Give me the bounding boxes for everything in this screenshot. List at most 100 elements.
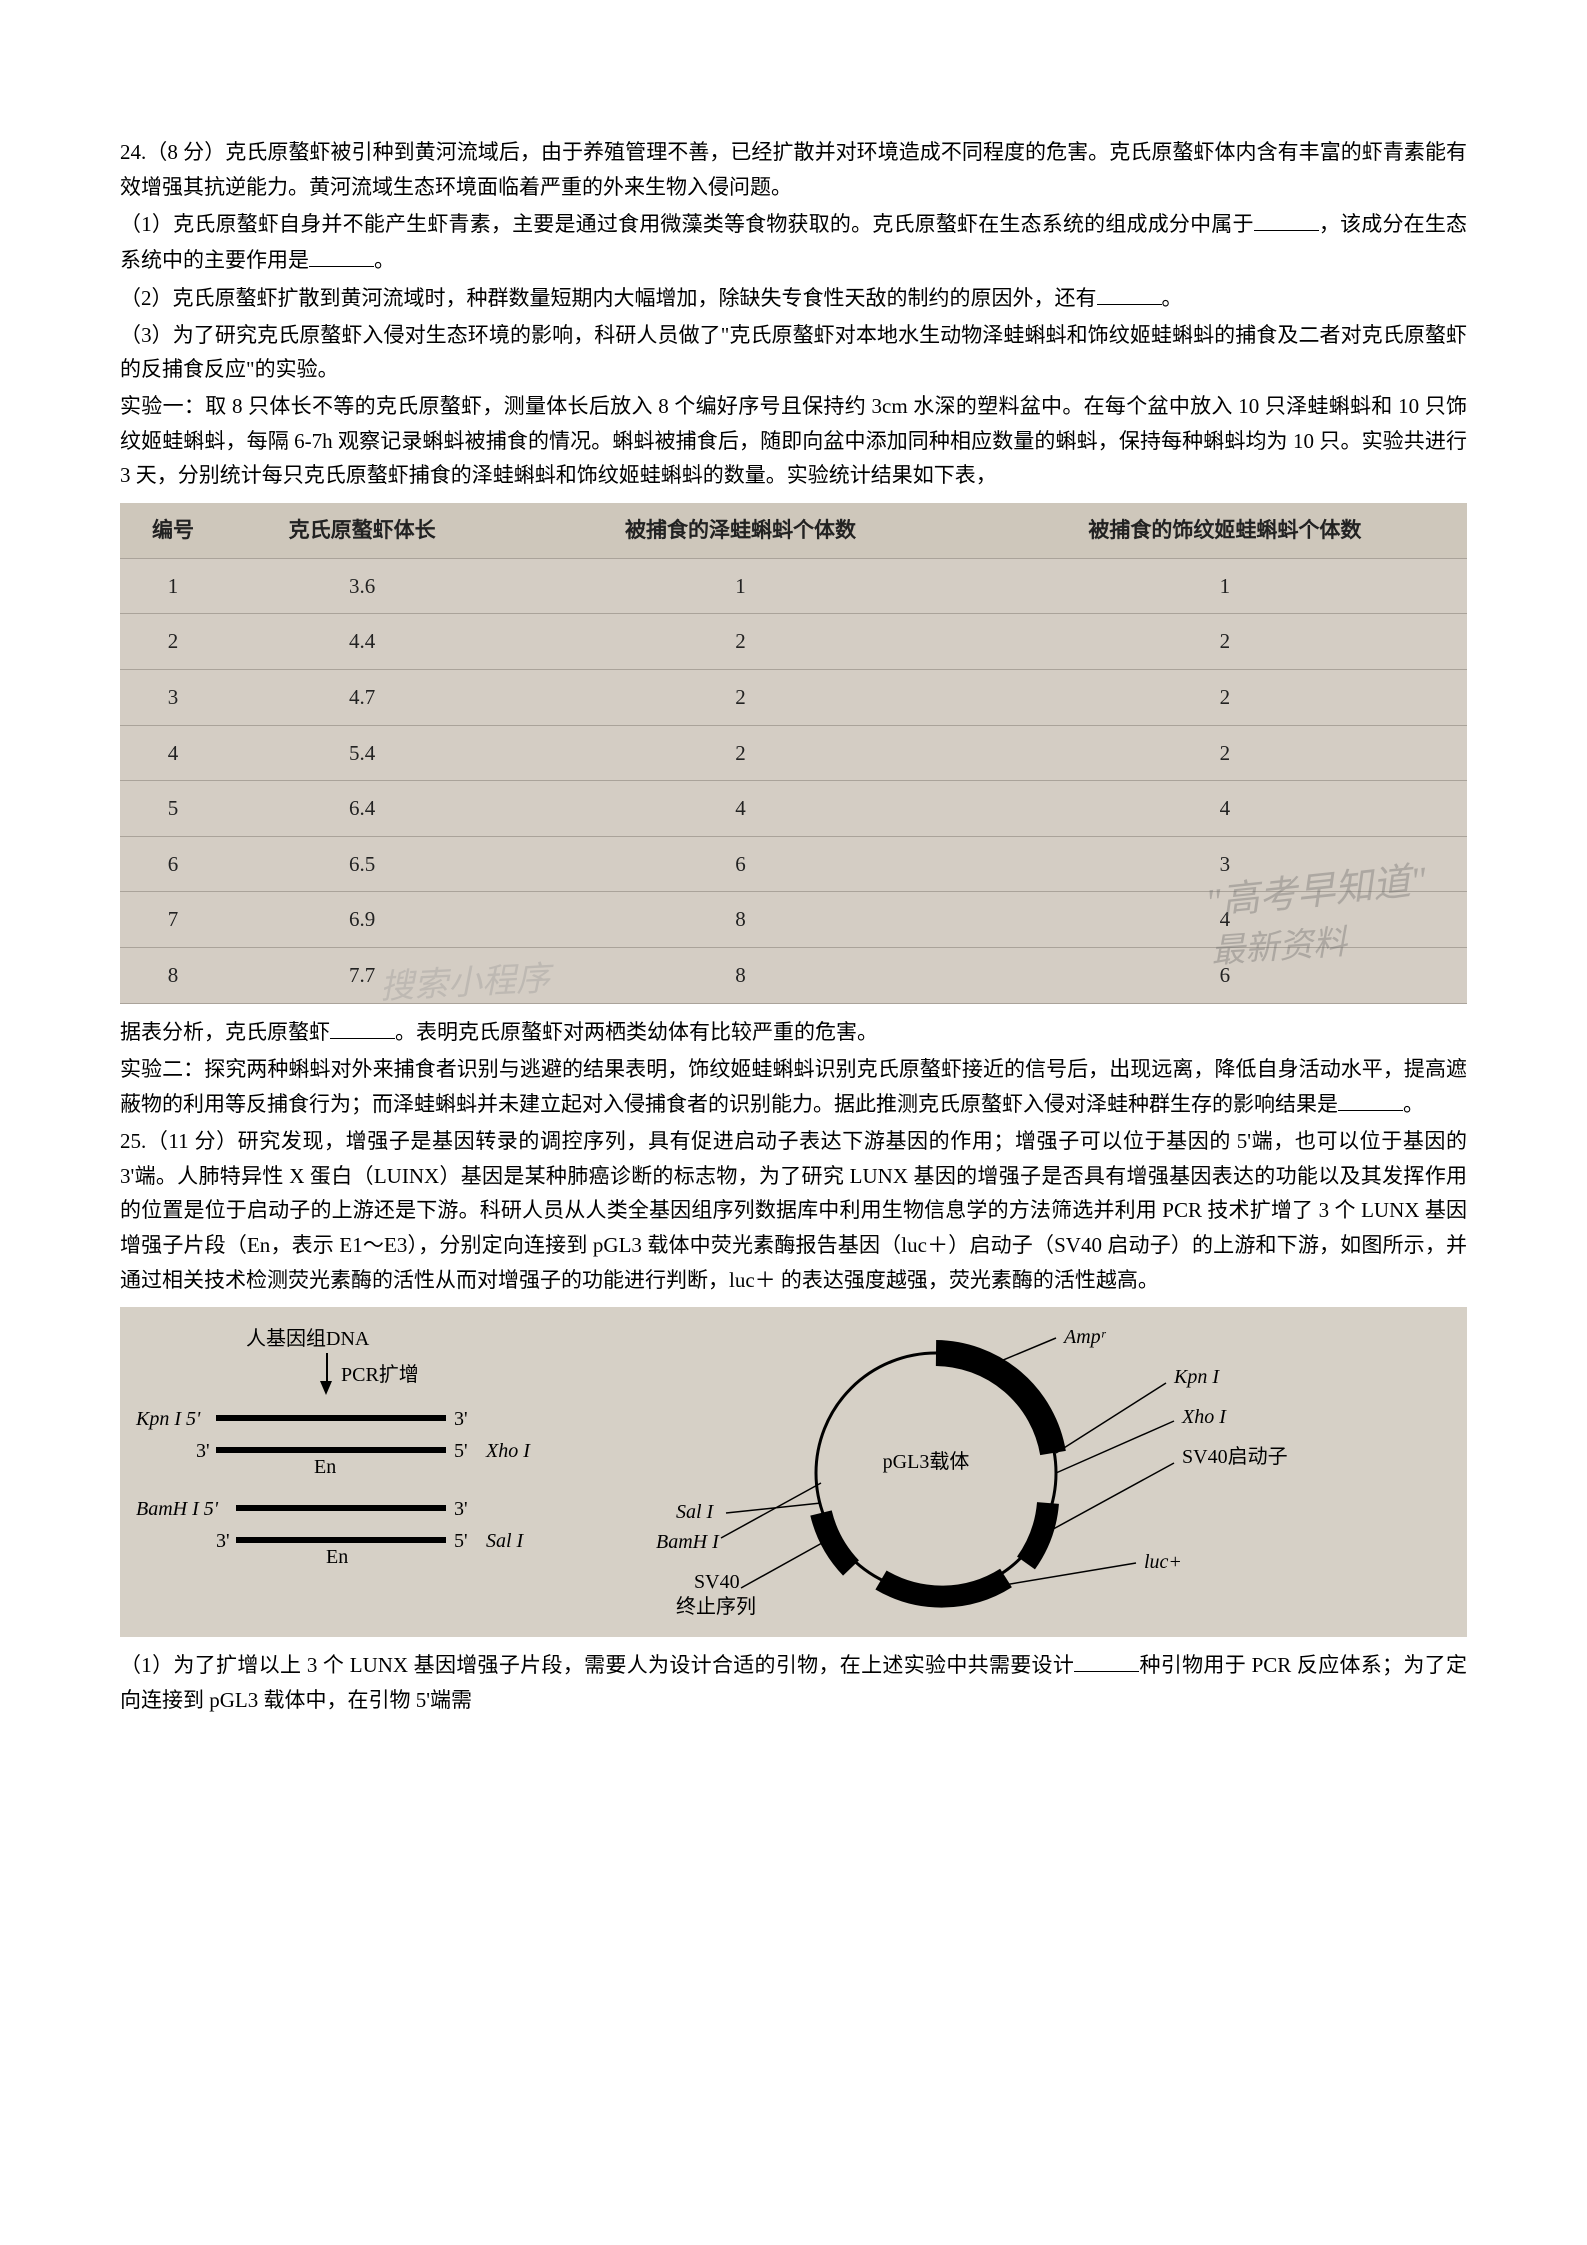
table-header-row: 编号 克氏原螯虾体长 被捕食的泽蛙蝌蚪个体数 被捕食的饰纹姬蛙蝌蚪个体数 (120, 503, 1467, 558)
q24-p2a: （2）克氏原螯虾扩散到黄河流域时，种群数量短期内大幅增加，除缺失专食性天敌的制约… (120, 286, 1097, 310)
data-table-wrapper: 编号 克氏原螯虾体长 被捕食的泽蛙蝌蚪个体数 被捕食的饰纹姬蛙蝌蚪个体数 13.… (120, 503, 1467, 1004)
line-amp (996, 1338, 1056, 1363)
blank-3 (1097, 280, 1162, 305)
pt-exp2b: 。 (1403, 1092, 1424, 1116)
table-cell: 2 (498, 725, 982, 781)
dna-title: 人基因组DNA (246, 1323, 369, 1356)
table-cell: 3 (983, 836, 1467, 892)
line-sv40t (741, 1538, 831, 1588)
three-prime-1b: 3' (196, 1435, 210, 1468)
table-cell: 2 (498, 614, 982, 670)
arrow-down-1 (320, 1381, 332, 1395)
line-kpn (1056, 1383, 1166, 1453)
sal-text: Sal I (676, 1501, 715, 1523)
pcr-label: PCR扩增 (341, 1359, 419, 1392)
q24-p1c: 。 (374, 248, 395, 272)
q24-part1: （1）克氏原螯虾自身并不能产生虾青素，主要是通过食用微藻类等食物获取的。克氏原螯… (120, 206, 1467, 278)
q25-p1a: （1）为了扩增以上 3 个 LUNX 基因增强子片段，需要人为设计合适的引物，在… (120, 1653, 1074, 1677)
th-1: 克氏原螯虾体长 (226, 503, 498, 558)
table-cell: 2 (983, 725, 1467, 781)
diagram-container: 人基因组DNA PCR扩增 Kpn I 5' 3' 3' En 5' Xho I… (120, 1307, 1467, 1637)
q24-header: 24.（8 分）克氏原螯虾被引种到黄河流域后，由于养殖管理不善，已经扩散并对环境… (120, 135, 1467, 204)
line-bamh (721, 1483, 821, 1538)
data-table: 编号 克氏原螯虾体长 被捕食的泽蛙蝌蚪个体数 被捕食的饰纹姬蛙蝌蚪个体数 13.… (120, 503, 1467, 1004)
table-cell: 6 (120, 836, 226, 892)
table-cell: 1 (498, 558, 982, 614)
table-row: 76.984 (120, 892, 1467, 948)
en-label-2: En (326, 1541, 348, 1574)
table-cell: 8 (498, 948, 982, 1004)
sv40t-text-1: SV40 (694, 1571, 740, 1593)
blank-5 (1338, 1086, 1403, 1111)
table-cell: 4.7 (226, 669, 498, 725)
q24-part3: （3）为了研究克氏原螯虾入侵对生态环境的影响，科研人员做了"克氏原螯虾对本地水生… (120, 318, 1467, 387)
th-0: 编号 (120, 503, 226, 558)
line-sv40p (1046, 1463, 1174, 1533)
table-cell: 6 (983, 948, 1467, 1004)
table-cell: 5 (120, 781, 226, 837)
right-diagram: pGL3载体 Ampʳ Kpn I Xho I SV40启动子 luc+ SV4… (656, 1323, 1451, 1621)
table-cell: 6.5 (226, 836, 498, 892)
table-cell: 8 (498, 892, 982, 948)
line-sal (726, 1503, 821, 1513)
table-row: 24.422 (120, 614, 1467, 670)
table-row: 34.722 (120, 669, 1467, 725)
three-prime-1: 3' (454, 1403, 468, 1436)
arrow-line-1 (326, 1353, 328, 1383)
xho-text: Xho I (1181, 1406, 1227, 1428)
table-cell: 2 (983, 669, 1467, 725)
post-table-p1: 据表分析，克氏原螯虾 。表明克氏原螯虾对两栖类幼体有比较严重的危害。 (120, 1014, 1467, 1050)
arc-sv40p (1026, 1503, 1048, 1563)
post-table-exp2: 实验二：探究两种蝌蚪对外来捕食者识别与逃避的结果表明，饰纹姬蛙蝌蚪识别克氏原螯虾… (120, 1052, 1467, 1122)
table-row: 66.563 (120, 836, 1467, 892)
table-cell: 3 (120, 669, 226, 725)
table-cell: 4 (498, 781, 982, 837)
table-cell: 5.4 (226, 725, 498, 781)
xho-label-1: Xho I (486, 1435, 530, 1468)
table-cell: 3.6 (226, 558, 498, 614)
dna-bar-1 (216, 1415, 446, 1421)
table-cell: 6.9 (226, 892, 498, 948)
five-prime-2: 5' (454, 1525, 468, 1558)
q24-part2: （2）克氏原螯虾扩散到黄河流域时，种群数量短期内大幅增加，除缺失专食性天敌的制约… (120, 280, 1467, 316)
plasmid-svg: pGL3载体 Ampʳ Kpn I Xho I SV40启动子 luc+ SV4… (656, 1323, 1396, 1623)
pt-p1b: 。表明克氏原螯虾对两栖类幼体有比较严重的危害。 (395, 1020, 878, 1044)
en-label-1: En (314, 1451, 336, 1484)
sal-label-1: Sal I (486, 1525, 523, 1558)
line-xho (1056, 1421, 1174, 1473)
q24-p1a: （1）克氏原螯虾自身并不能产生虾青素，主要是通过食用微藻类等食物获取的。克氏原螯… (120, 212, 1254, 236)
dna-bar-3 (236, 1505, 446, 1511)
q24-exp1: 实验一：取 8 只体长不等的克氏原螯虾，测量体长后放入 8 个编好序号且保持约 … (120, 389, 1467, 493)
q25-header: 25.（11 分）研究发现，增强子是基因转录的调控序列，具有促进启动子表达下游基… (120, 1124, 1467, 1297)
blank-6 (1074, 1647, 1139, 1672)
table-row: 45.422 (120, 725, 1467, 781)
table-cell: 6.4 (226, 781, 498, 837)
left-diagram: 人基因组DNA PCR扩增 Kpn I 5' 3' 3' En 5' Xho I… (136, 1323, 616, 1621)
table-cell: 2 (498, 669, 982, 725)
kpn-text: Kpn I (1173, 1366, 1220, 1388)
table-cell: 7.7 (226, 948, 498, 1004)
table-cell: 1 (983, 558, 1467, 614)
th-2: 被捕食的泽蛙蝌蚪个体数 (498, 503, 982, 558)
arc-amp (936, 1353, 1053, 1453)
table-cell: 1 (120, 558, 226, 614)
bamh-label-1: BamH I 5' (136, 1493, 218, 1526)
sv40t-text-2: 终止序列 (676, 1595, 756, 1618)
table-cell: 8 (120, 948, 226, 1004)
table-cell: 4 (120, 725, 226, 781)
plasmid-name-text: pGL3载体 (883, 1450, 970, 1473)
three-prime-2: 3' (454, 1493, 468, 1526)
table-cell: 6 (498, 836, 982, 892)
bamh-text: BamH I (656, 1531, 720, 1553)
table-cell: 4 (983, 781, 1467, 837)
table-cell: 4 (983, 892, 1467, 948)
luc-text: luc+ (1144, 1551, 1182, 1573)
table-cell: 2 (983, 614, 1467, 670)
table-row: 87.786 (120, 948, 1467, 1004)
pt-p1a: 据表分析，克氏原螯虾 (120, 1020, 330, 1044)
pt-exp2a: 实验二：探究两种蝌蚪对外来捕食者识别与逃避的结果表明，饰纹姬蛙蝌蚪识别克氏原螯虾… (120, 1057, 1467, 1117)
table-cell: 2 (120, 614, 226, 670)
q24-p2b: 。 (1162, 286, 1183, 310)
table-cell: 7 (120, 892, 226, 948)
q25-part1: （1）为了扩增以上 3 个 LUNX 基因增强子片段，需要人为设计合适的引物，在… (120, 1647, 1467, 1717)
